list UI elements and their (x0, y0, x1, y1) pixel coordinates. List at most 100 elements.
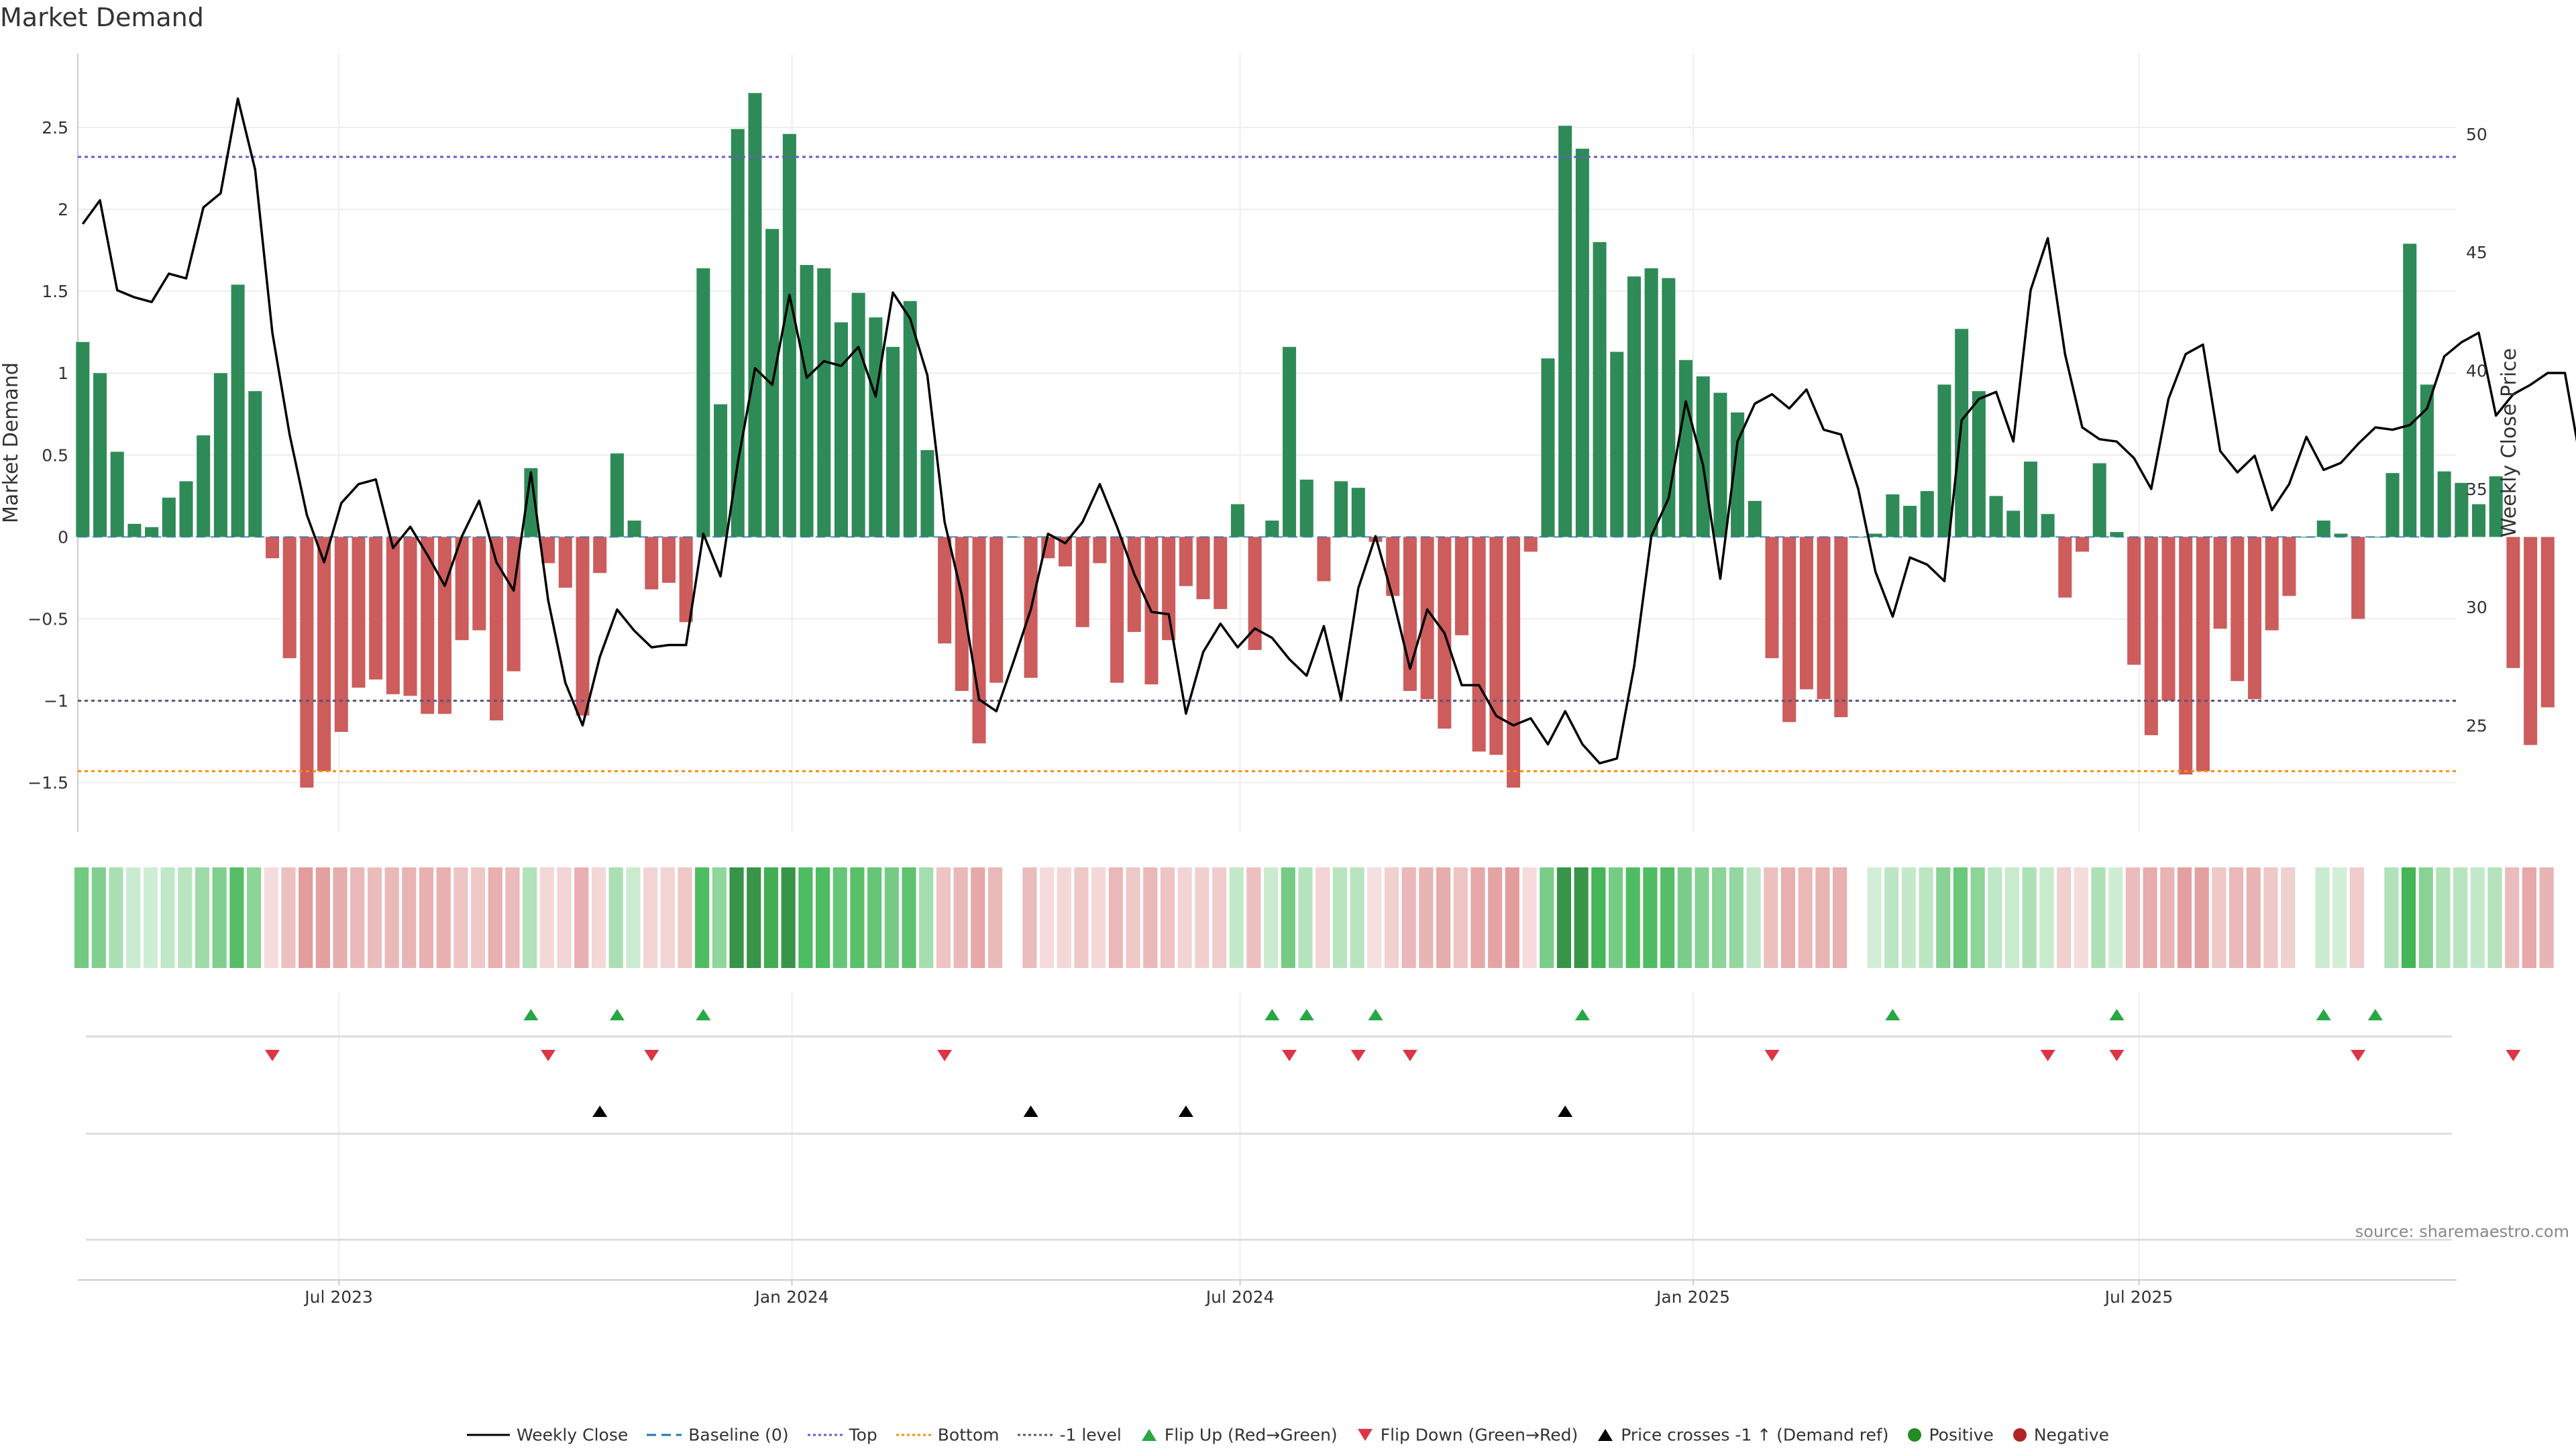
demand-bar (938, 537, 952, 644)
price-cross-marker (1178, 1106, 1193, 1117)
heat-cell (539, 867, 554, 968)
heat-cell (281, 867, 296, 968)
heat-cell (2349, 867, 2365, 968)
legend-item: Positive (1907, 1424, 1994, 1444)
demand-bar (179, 481, 193, 537)
demand-bar (627, 521, 641, 537)
demand-bar (1093, 537, 1107, 564)
demand-bar (213, 373, 227, 537)
flip-down-marker (937, 1050, 953, 1061)
heat-cell (1022, 867, 1037, 968)
heat-cell (1677, 867, 1692, 968)
flip-up-marker (2109, 1009, 2125, 1020)
demand-bar (2213, 537, 2227, 629)
heat-cell (74, 867, 89, 968)
demand-bar (834, 322, 848, 537)
demand-bar (490, 537, 504, 720)
legend-symbol-icon (1018, 1434, 1053, 1436)
heat-cell (971, 867, 985, 968)
demand-bar (679, 537, 693, 623)
heat-cell (264, 867, 278, 968)
heat-cell (2436, 867, 2451, 968)
demand-bar (317, 537, 331, 771)
y-tick-label: 1.5 (42, 282, 68, 301)
heat-cell (2125, 867, 2140, 968)
demand-bar (972, 537, 986, 744)
demand-bar (369, 537, 383, 680)
demand-bar (2265, 537, 2279, 631)
demand-bar (197, 435, 211, 537)
demand-bar (2403, 244, 2417, 537)
heat-cell (2108, 867, 2123, 968)
heat-cell (2194, 867, 2209, 968)
demand-bar (558, 537, 572, 588)
heat-cell (1281, 867, 1295, 968)
heat-cell (1591, 867, 1606, 968)
heat-cell (1798, 867, 1813, 968)
demand-bar (2420, 384, 2434, 537)
demand-bar (265, 537, 280, 559)
flip-up-marker (1368, 1009, 1383, 1020)
heat-cell (2074, 867, 2088, 968)
heat-cell (419, 867, 434, 968)
demand-bar (1782, 537, 1796, 722)
demand-bar (817, 268, 831, 537)
heat-cell (1884, 867, 1899, 968)
flip-up-marker (1265, 1009, 1280, 1020)
heat-cell (936, 867, 951, 968)
demand-bar (576, 537, 590, 716)
y2-tick-label: 25 (2466, 716, 2487, 735)
heat-cell (488, 867, 502, 968)
heat-cell (2487, 867, 2502, 968)
heat-cell (1470, 867, 1485, 968)
demand-bar (1955, 329, 1969, 537)
demand-bar (1196, 537, 1210, 600)
heat-cell (815, 867, 830, 968)
demand-bar (1265, 521, 1279, 537)
demand-bar (1334, 481, 1348, 537)
demand-bar (1179, 537, 1193, 586)
demand-bar (2092, 463, 2106, 537)
legend-symbol-icon (807, 1434, 843, 1436)
heat-cell (1298, 867, 1313, 968)
y2-tick-label: 35 (2466, 480, 2487, 499)
heat-cell (2470, 867, 2485, 968)
demand-bar (593, 537, 607, 574)
heat-cell (1419, 867, 1434, 968)
demand-bar (1454, 537, 1469, 635)
demand-bar (696, 268, 710, 537)
flip-down-marker (1350, 1050, 1366, 1061)
heat-cell (2539, 867, 2554, 968)
heat-cell (2281, 867, 2296, 968)
heat-cell (1780, 867, 1796, 968)
chart-legend: Weekly Close Baseline (0) Top Bottom -1 leve… (0, 1424, 2576, 1444)
demand-bar (1834, 537, 1848, 718)
heat-cell (2332, 867, 2347, 968)
heat-cell (987, 867, 1003, 968)
demand-bar (2144, 537, 2158, 735)
legend-item: Price crosses -1 ↑ (Demand ref) (1597, 1424, 1888, 1444)
flip-down-marker (2506, 1050, 2521, 1061)
market-demand-chart: −1.5 −1 −0.5 0 0.5 1 1.5 2 2.5 25 30 35 40 45 50 Market… (0, 54, 2576, 1307)
flip-up-marker (696, 1009, 711, 1020)
y2-tick-label: 30 (2466, 598, 2487, 617)
flip-up-marker (1299, 1009, 1314, 1020)
legend-label: -1 level (1059, 1425, 1122, 1445)
demand-bar (1214, 537, 1228, 609)
y2-tick-label: 50 (2466, 125, 2487, 144)
demand-bar (541, 537, 555, 564)
heat-cell (747, 867, 761, 968)
heat-cell (1436, 867, 1451, 968)
demand-bar (386, 537, 400, 694)
y2-axis-title: Weekly Close Price (2498, 348, 2521, 537)
demand-bar (2006, 511, 2021, 537)
source-credit: source: sharemaestro.com (2355, 1222, 2569, 1241)
heat-cell (333, 867, 347, 968)
demand-bar (903, 301, 917, 537)
flip-up-marker (1574, 1009, 1590, 1020)
heat-cell (712, 867, 727, 968)
flip-up-marker (2316, 1009, 2331, 1020)
heat-cell (1953, 867, 1968, 968)
legend-symbol-icon (466, 1434, 510, 1436)
heat-cell (1453, 867, 1468, 968)
